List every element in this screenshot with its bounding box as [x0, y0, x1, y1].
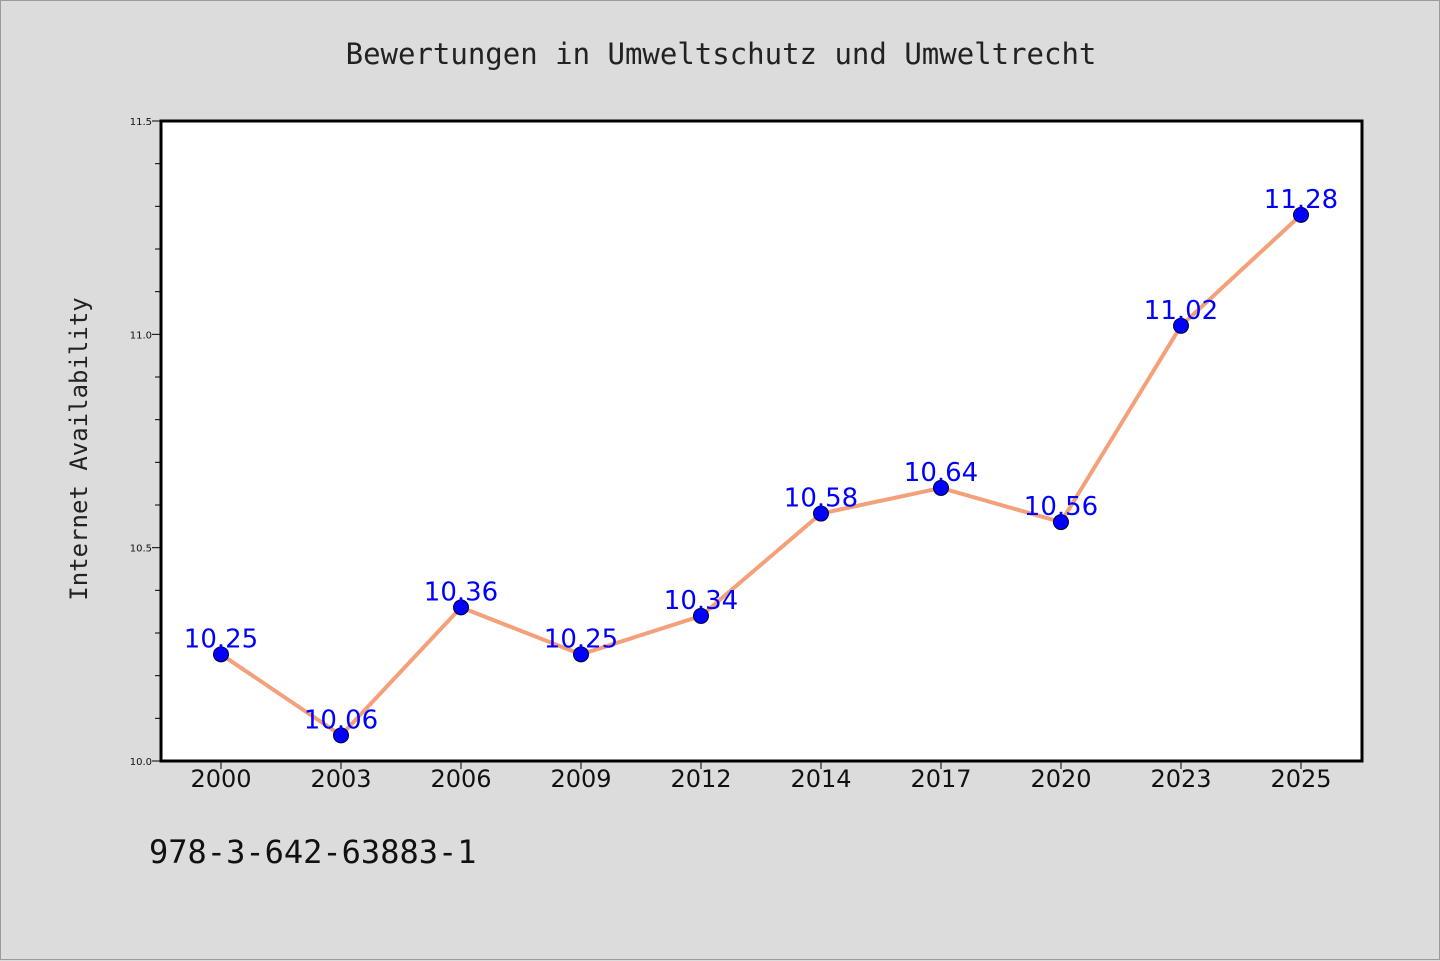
data-label: 10.64: [904, 458, 978, 488]
y-tick-label: 11.5: [130, 117, 152, 128]
data-point: [213, 646, 229, 663]
data-point: [693, 607, 709, 624]
data-labels: 10.25 10.06 10.36 10.25 10.34 10.58 10.64 10.56…: [184, 185, 1338, 736]
y-axis-label: Internet Availability: [65, 297, 93, 600]
data-point: [1293, 206, 1309, 223]
data-point: [333, 727, 349, 744]
y-tick-label: 10.5: [130, 544, 152, 555]
x-tick-label: 2014: [790, 765, 851, 793]
data-label: 11.28: [1264, 185, 1338, 215]
y-tick-label: 10.0: [130, 757, 152, 768]
data-label: 10.56: [1024, 492, 1098, 522]
x-tick-label: 2003: [310, 765, 371, 793]
x-tick-label: 2012: [670, 765, 731, 793]
series-group: [213, 206, 1309, 744]
plot-frame: [159, 119, 1364, 763]
x-tick-label: 2006: [430, 765, 491, 793]
x-tick-label: 2000: [190, 765, 251, 793]
data-point: [1173, 317, 1189, 334]
series-line: [219, 213, 1303, 738]
data-point: [453, 599, 469, 616]
data-label: 10.34: [664, 586, 738, 616]
data-label: 11.02: [1144, 296, 1218, 326]
chart-title: Bewertungen in Umweltschutz und Umweltre…: [346, 37, 1097, 71]
isbn-text: 978-3-642-63883-1: [149, 833, 477, 871]
data-label: 10.36: [424, 577, 498, 607]
data-point: [813, 505, 829, 522]
data-point: [573, 646, 589, 663]
data-label: 10.58: [784, 484, 858, 514]
x-tick-label: 2009: [550, 765, 611, 793]
x-tick-label: 2023: [1150, 765, 1211, 793]
data-point: [1053, 514, 1069, 531]
axis-ticks: 10.0 10.5 11.0 11.5 2000 2003 2006 2009 2012 2014…: [130, 117, 1332, 793]
data-label: 10.06: [304, 705, 378, 735]
data-point: [933, 479, 949, 496]
data-label: 10.25: [544, 624, 618, 654]
data-label: 10.25: [184, 624, 258, 654]
plot-area: [161, 121, 1362, 761]
x-tick-label: 2025: [1270, 765, 1331, 793]
x-tick-label: 2017: [910, 765, 971, 793]
x-tick-label: 2020: [1030, 765, 1091, 793]
y-tick-label: 11.0: [130, 330, 152, 341]
